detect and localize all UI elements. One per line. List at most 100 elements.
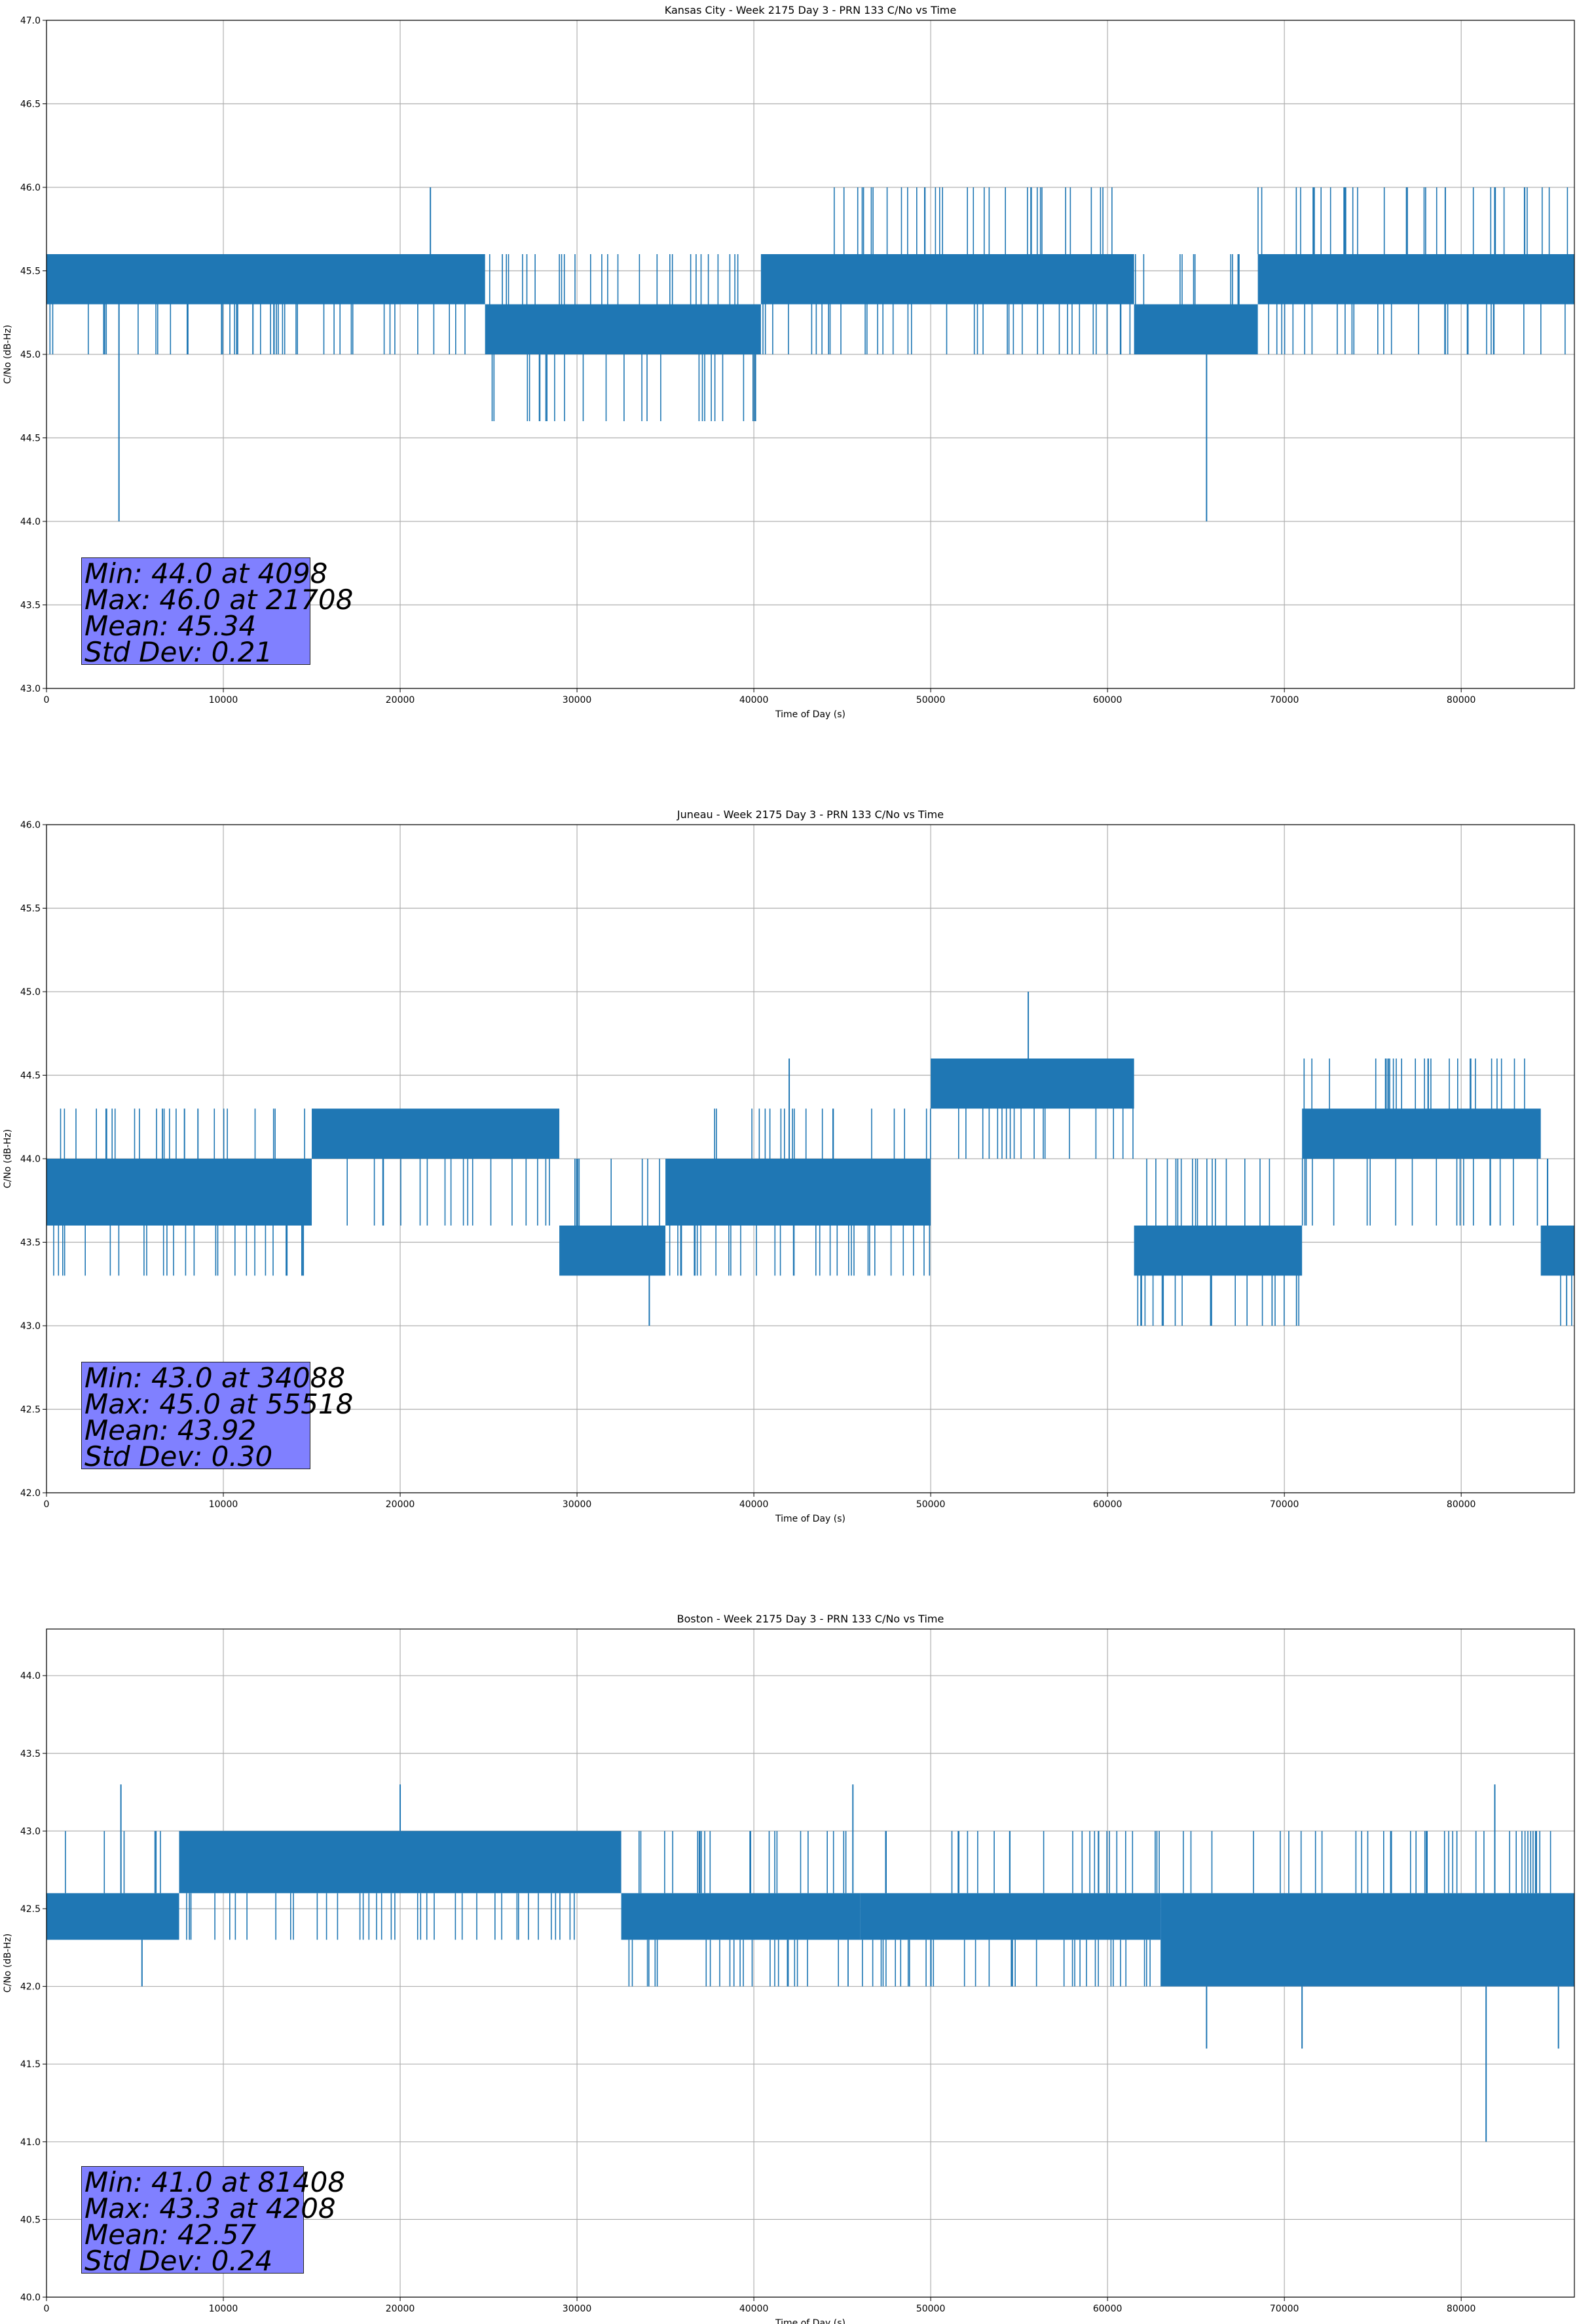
x-tick-label: 50000 [916,1499,946,1510]
y-tick-label: 41.0 [20,2137,41,2148]
y-tick-label: 44.5 [20,434,41,444]
y-tick-label: 47.0 [20,16,41,26]
stats-line: Mean: 43.92 [84,1414,257,1446]
x-tick-label: 0 [44,695,50,705]
x-tick-label: 40000 [739,2304,769,2314]
cno-band [1134,1226,1303,1276]
x-tick-label: 10000 [209,695,238,705]
cno-band [665,1159,931,1226]
y-tick-label: 45.0 [20,350,41,360]
y-tick-label: 42.5 [20,1405,41,1415]
stats-line: Max: 46.0 at 21708 [84,584,354,616]
y-tick-label: 45.5 [20,904,41,914]
cno-band [1160,1893,1574,1987]
chart-title: Juneau - Week 2175 Day 3 - PRN 133 C/No … [677,808,944,821]
x-tick-label: 40000 [739,1499,769,1510]
y-tick-label: 43.5 [20,1238,41,1248]
y-tick-label: 42.5 [20,1904,41,1915]
x-tick-label: 50000 [916,2304,946,2314]
cno-band [46,254,485,305]
x-tick-label: 0 [44,2304,50,2314]
stats-line: Max: 43.3 at 4208 [84,2192,336,2224]
x-tick-label: 60000 [1093,2304,1122,2314]
cno-band [1302,1108,1541,1159]
cno-band [1540,1226,1574,1276]
x-tick-label: 30000 [563,695,592,705]
y-tick-label: 43.0 [20,1826,41,1837]
stats-line: Std Dev: 0.21 [84,636,273,668]
x-axis-label: Time of Day (s) [775,2318,845,2324]
y-tick-label: 45.5 [20,267,41,277]
x-tick-label: 30000 [563,2304,592,2314]
chart-title: Boston - Week 2175 Day 3 - PRN 133 C/No … [677,1613,944,1625]
y-tick-label: 43.5 [20,601,41,611]
series-cno [46,1784,1574,2142]
y-tick-label: 44.0 [20,517,41,527]
y-axis-label: C/No (dB-Hz) [3,1129,13,1188]
x-tick-label: 40000 [739,695,769,705]
x-tick-label: 70000 [1270,2304,1299,2314]
y-tick-label: 46.5 [20,100,41,110]
cno-band [46,1893,179,1940]
y-axis-label: C/No (dB-Hz) [3,325,13,384]
x-tick-label: 70000 [1270,1499,1299,1510]
chart-panel-2: Boston - Week 2175 Day 3 - PRN 133 C/No … [3,1613,1575,2324]
x-tick-label: 10000 [209,1499,238,1510]
y-tick-label: 41.5 [20,2059,41,2070]
stats-line: Min: 43.0 at 34088 [84,1362,346,1394]
x-tick-label: 30000 [563,1499,592,1510]
x-axis-label: Time of Day (s) [775,1514,845,1524]
cno-band [1257,254,1574,305]
stats-line: Min: 44.0 at 4098 [84,557,328,590]
cno-excursions [53,1059,1572,1326]
y-tick-label: 46.0 [20,183,41,193]
x-tick-label: 60000 [1093,695,1122,705]
cno-band [312,1108,560,1159]
cno-band [1134,304,1258,354]
y-tick-label: 45.0 [20,987,41,998]
cno-band [860,1893,1161,1940]
axes-frame [46,824,1575,1493]
x-tick-label: 20000 [386,695,415,705]
x-tick-label: 10000 [209,2304,238,2314]
chart-title: Kansas City - Week 2175 Day 3 - PRN 133 … [665,4,956,16]
cno-band [179,1831,622,1894]
stats-line: Mean: 45.34 [84,610,257,642]
x-tick-label: 50000 [916,695,946,705]
stats-box: Min: 41.0 at 81408 Max: 43.3 at 4208 Mean:… [81,2166,346,2277]
x-tick-label: 70000 [1270,695,1299,705]
y-tick-label: 46.0 [20,820,41,831]
cno-band [46,1159,312,1226]
y-tick-label: 43.0 [20,684,41,694]
axes-frame [46,20,1575,689]
stats-line: Std Dev: 0.30 [84,1440,273,1472]
cno-band [485,304,761,354]
y-tick-label: 44.5 [20,1071,41,1081]
cno-excursions [65,1831,1551,1987]
cno-band [760,254,1134,305]
stats-line: Min: 41.0 at 81408 [84,2166,346,2198]
stats-line: Std Dev: 0.24 [84,2245,273,2277]
x-tick-label: 80000 [1447,1499,1476,1510]
x-tick-label: 0 [44,1499,50,1510]
stats-line: Mean: 42.57 [84,2219,257,2251]
stats-box: Min: 43.0 at 34088 Max: 45.0 at 55518 Mean… [81,1362,354,1472]
y-tick-label: 40.0 [20,2293,41,2303]
x-tick-label: 80000 [1447,2304,1476,2314]
stats-line: Max: 45.0 at 55518 [84,1388,354,1420]
cno-band [621,1893,861,1940]
x-axis-label: Time of Day (s) [775,709,845,720]
cno-band [931,1059,1134,1109]
series-cno [46,992,1574,1326]
chart-panel-1: Juneau - Week 2175 Day 3 - PRN 133 C/No … [3,808,1575,1524]
y-axis-label: C/No (dB-Hz) [3,1934,13,1993]
axes-frame [46,1628,1575,2298]
cno-excursions [49,187,1568,421]
x-tick-label: 20000 [386,2304,415,2314]
cno-band [559,1226,666,1276]
x-tick-label: 80000 [1447,695,1476,705]
series-cno [46,187,1574,521]
y-tick-label: 43.5 [20,1749,41,1759]
y-tick-label: 44.0 [20,1154,41,1165]
